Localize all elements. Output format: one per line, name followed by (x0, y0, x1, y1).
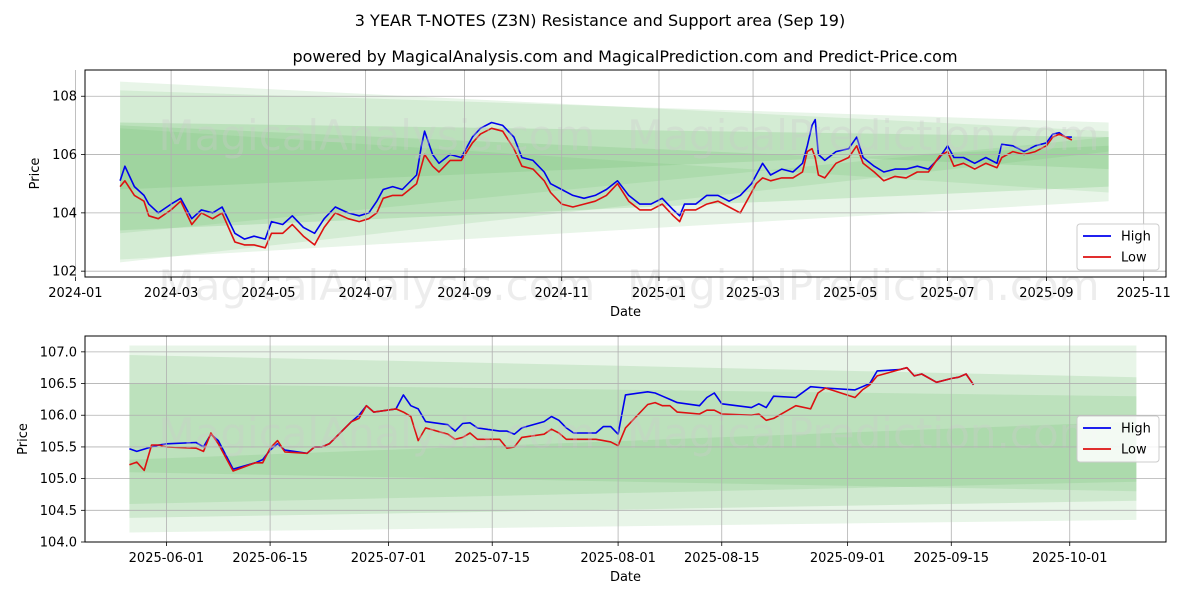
x-tick-label: 2025-07 (920, 286, 974, 301)
band-3 (120, 122, 1109, 231)
x-tick-label: 2025-08-15 (684, 551, 760, 566)
y-tick-label: 105.0 (40, 472, 77, 487)
band-2 (129, 355, 1137, 518)
y-tick-label: 107.0 (40, 345, 77, 360)
y-tick-label: 108 (52, 90, 77, 105)
x-tick-label: 2025-07-01 (351, 551, 427, 566)
x-tick-label: 2024-07 (338, 286, 392, 301)
x-tick-label: 2024-11 (535, 286, 589, 301)
axes-frame (84, 335, 1167, 543)
band-4 (129, 421, 1137, 504)
band-4 (120, 125, 1109, 190)
band-1 (120, 81, 1109, 263)
y-tick-label: 106 (52, 148, 77, 163)
y-tick-label: 106.0 (40, 409, 77, 424)
watermark-analysis: MagicalAnalysis.com (158, 409, 595, 458)
x-tick-label: 2025-06-15 (232, 551, 308, 566)
band-1 (129, 345, 1137, 533)
watermark-analysis: MagicalAnalysis.com (158, 111, 595, 160)
x-tick-label: 2025-09-01 (810, 551, 886, 566)
x-tick-label: 2024-01 (48, 286, 102, 301)
watermark-prediction-2: MagicalPrediction.com (627, 261, 1100, 310)
chart-subtitle: powered by MagicalAnalysis.com and Magic… (292, 47, 957, 66)
legend-label-high: High (1121, 230, 1151, 245)
y-tick-label: 105.5 (40, 440, 77, 455)
x-tick-label: 2025-07-15 (454, 551, 530, 566)
y-tick-label: 104 (52, 206, 77, 221)
x-axis-label: Date (610, 570, 641, 585)
y-axis-label: Price (28, 158, 43, 190)
plot-area (129, 345, 1137, 533)
legend-label-low: Low (1121, 251, 1147, 266)
watermark-prediction: MagicalPrediction.com (627, 111, 1100, 160)
band-2 (120, 90, 1109, 260)
y-tick-label: 106.5 (40, 377, 77, 392)
x-tick-label: 2025-09-15 (913, 551, 989, 566)
lower-chart-panel: MagicalAnalysis.com MagicalPrediction.com… (16, 335, 1167, 585)
x-tick-label: 2024-09 (437, 286, 491, 301)
watermark-analysis-2: MagicalAnalysis.com (158, 261, 595, 310)
y-axis-label: Price (16, 423, 31, 455)
x-tick-label: 2024-05 (241, 286, 295, 301)
watermark-prediction: MagicalPrediction.com (627, 409, 1100, 458)
x-tick-label: 2024-03 (144, 286, 198, 301)
legend-label-high: High (1121, 422, 1151, 437)
axes-frame (84, 69, 1167, 278)
x-tick-label: 2025-10-01 (1032, 551, 1108, 566)
x-axis-label: Date (610, 305, 641, 320)
legend-label-low: Low (1121, 443, 1147, 458)
x-tick-label: 2025-06-01 (129, 551, 205, 566)
legend: High Low (1076, 415, 1160, 463)
x-tick-label: 2025-03 (726, 286, 780, 301)
x-tick-label: 2025-05 (823, 286, 877, 301)
series-line-high (119, 118, 1072, 240)
x-tick-label: 2025-11 (1117, 286, 1171, 301)
y-tick-label: 104.5 (40, 504, 77, 519)
chart-title: 3 YEAR T-NOTES (Z3N) Resistance and Supp… (355, 11, 845, 30)
legend: High Low (1076, 223, 1160, 271)
series-line-low (119, 127, 1073, 249)
y-tick-label: 102 (52, 265, 77, 280)
upper-chart-panel: MagicalAnalysis.com MagicalPrediction.com… (28, 69, 1171, 320)
x-tick-label: 2025-01 (632, 286, 686, 301)
x-tick-label: 2025-09 (1019, 286, 1073, 301)
series-line-low (129, 366, 975, 472)
y-tick-label: 104.0 (40, 536, 77, 551)
x-tick-label: 2025-08-01 (580, 551, 656, 566)
